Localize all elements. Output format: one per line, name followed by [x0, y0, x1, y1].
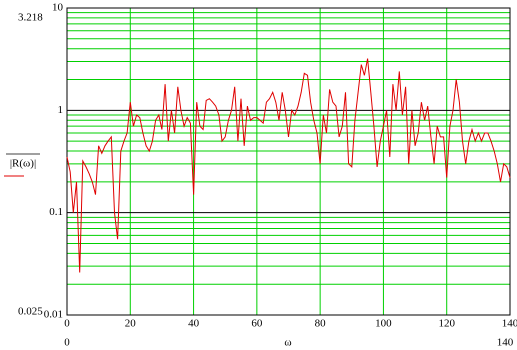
x-right-marker: 140: [497, 337, 514, 349]
plot-frame: [66, 7, 511, 316]
data-line: [66, 58, 511, 273]
y-lower-marker: 0.025: [18, 306, 43, 318]
x-tick-label: 0: [64, 318, 70, 330]
x-tick-label: 140: [502, 318, 517, 330]
y-axis-label: |R(ω)|: [10, 158, 36, 170]
y-tick-label: 10: [52, 2, 64, 14]
x-axis-label: ω: [284, 337, 291, 349]
x-tick-label: 120: [438, 318, 455, 330]
x-left-marker: 0: [64, 337, 70, 349]
y-tick-label: 0.1: [49, 206, 63, 218]
y-tick-label: 1: [58, 104, 64, 116]
x-tick-label: 20: [125, 318, 137, 330]
y-upper-marker: 3.218: [18, 12, 43, 24]
y-tick-label: 0.01: [44, 309, 63, 321]
x-tick-label: 80: [315, 318, 327, 330]
x-tick-label: 60: [251, 318, 263, 330]
x-tick-label: 40: [188, 318, 200, 330]
x-tick-label: 100: [375, 318, 392, 330]
